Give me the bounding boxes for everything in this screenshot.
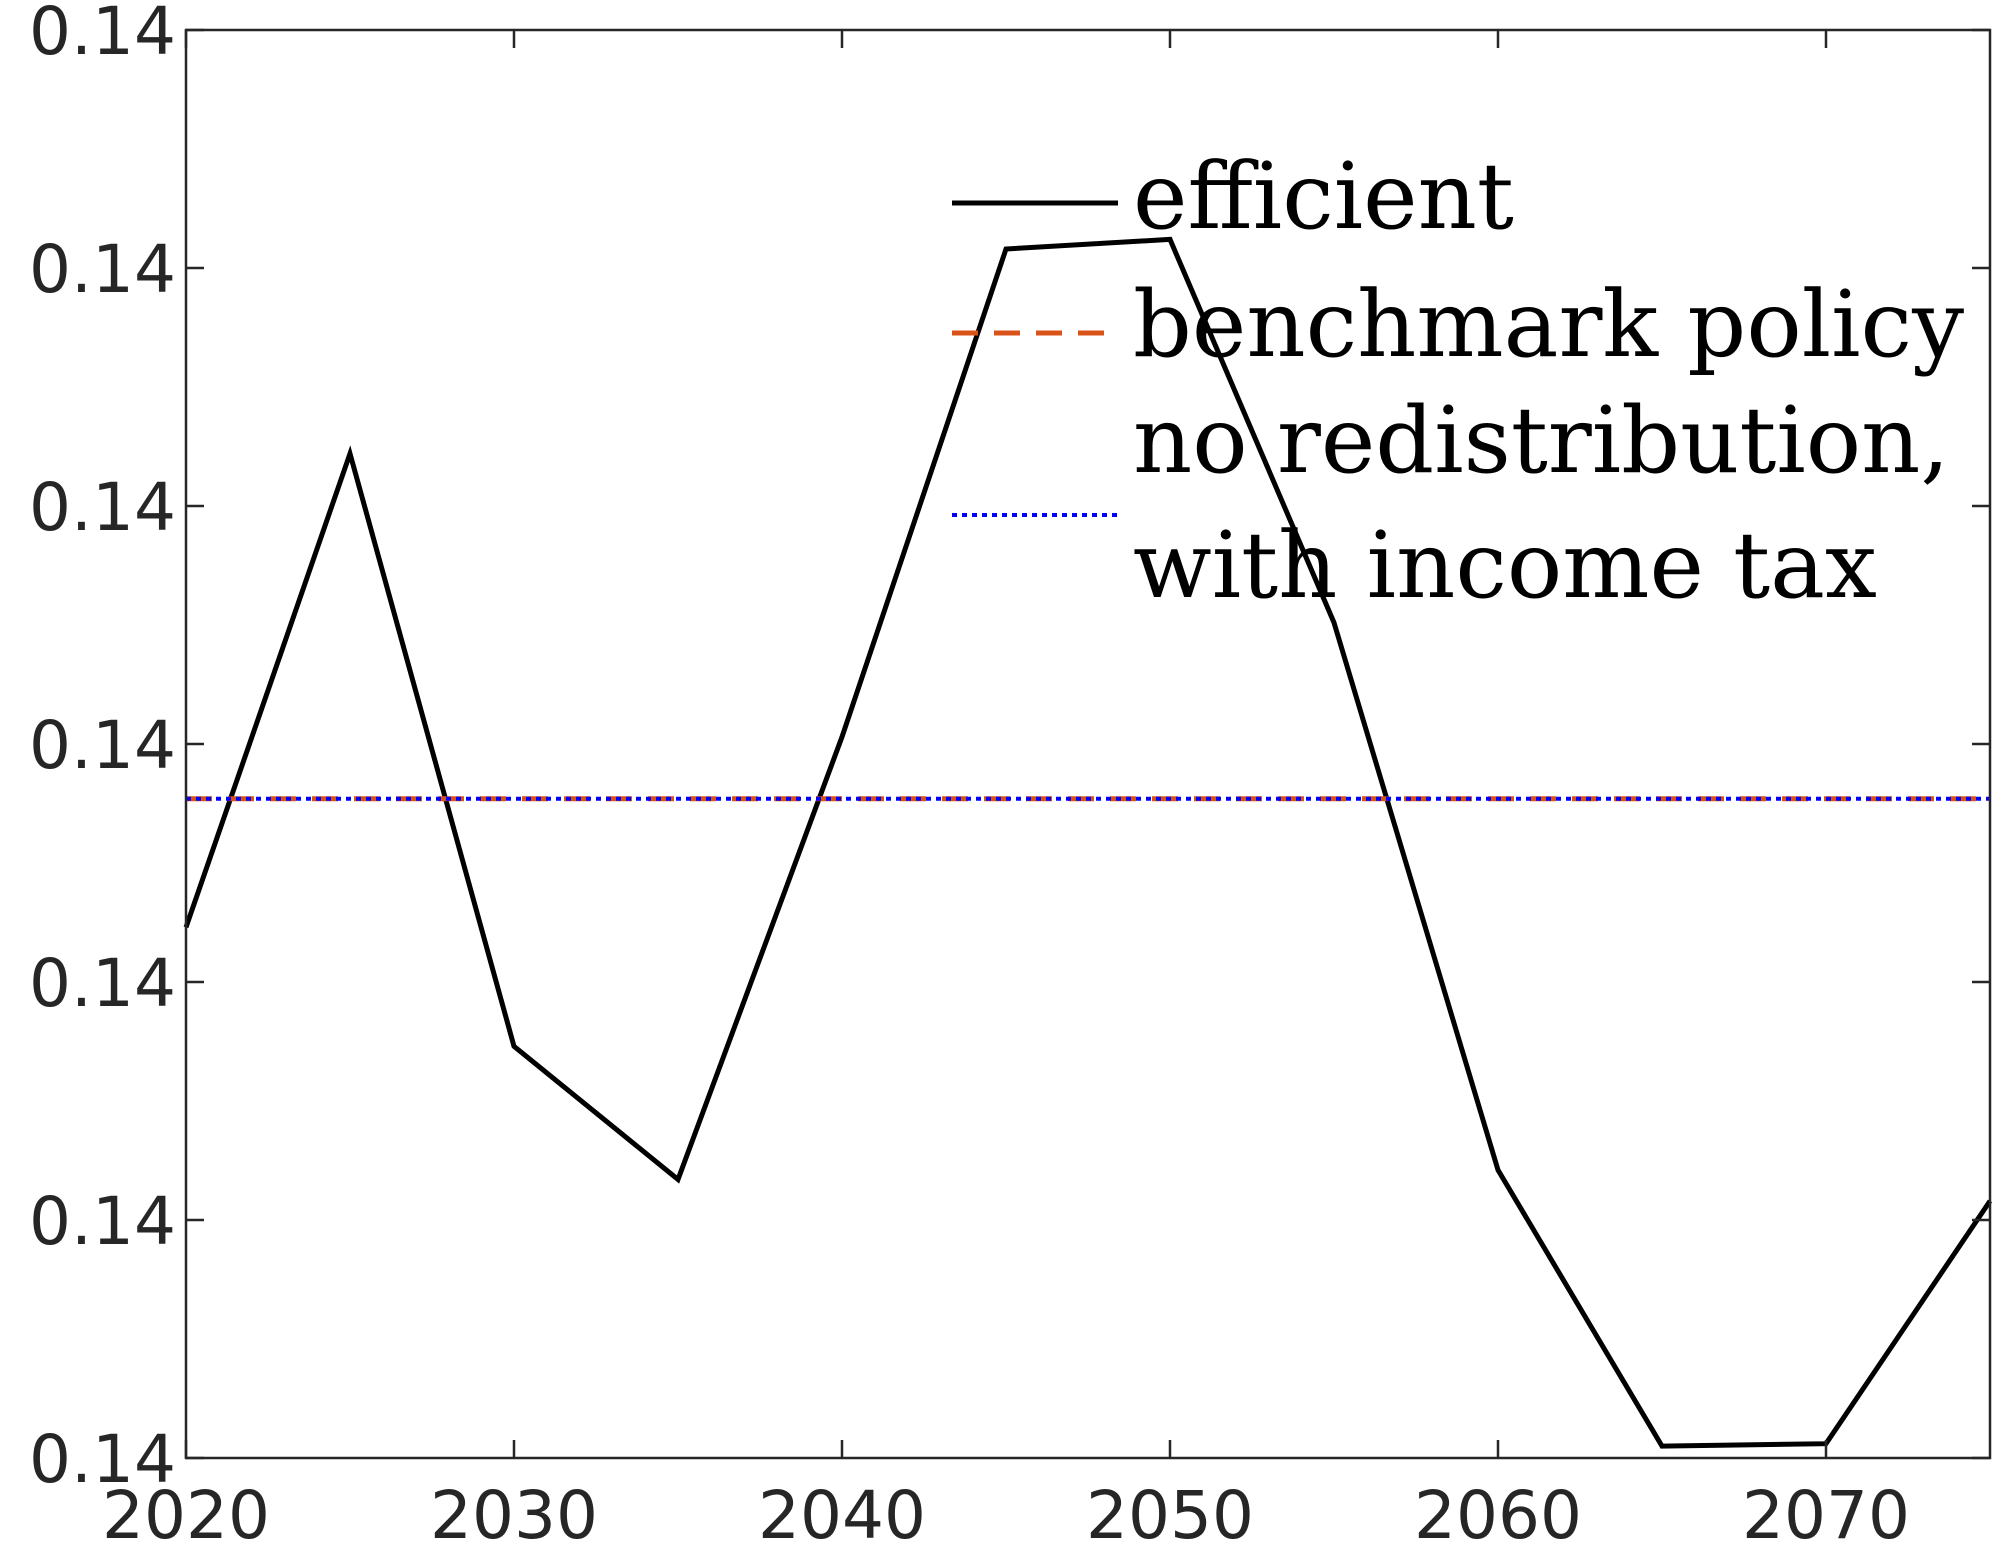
series-line-1 [183,236,1993,1449]
y-tick-label: 0.14 [29,1183,176,1260]
y-tick-label: 0.14 [29,469,176,546]
y-tick-label: 0.14 [29,1421,176,1498]
x-tick-label: 2050 [1086,1477,1254,1554]
x-tick-label: 2070 [1742,1477,1910,1554]
x-tick-label: 2060 [1414,1477,1582,1554]
x-tick-label: 2030 [430,1477,598,1554]
legend-label-3: with income tax [1133,512,1877,619]
x-tick-label: 2020 [102,1477,270,1554]
legend-label-2: benchmark policy [1133,271,1964,378]
y-tick-label: 0.14 [29,945,176,1022]
y-tick-label: 0.14 [29,0,176,70]
plot-lines [183,236,1993,1449]
y-tick-label: 0.14 [29,231,176,308]
ticks: 2020 2030 2040 2050 2060 2070 0.14 0.14 0.14 0.14… [29,0,1990,1554]
x-tick-label: 2040 [758,1477,926,1554]
legend-label-1: efficient [1133,143,1514,250]
legend-label-3: no redistribution, [1133,387,1950,494]
y-tick-label: 0.14 [29,707,176,784]
